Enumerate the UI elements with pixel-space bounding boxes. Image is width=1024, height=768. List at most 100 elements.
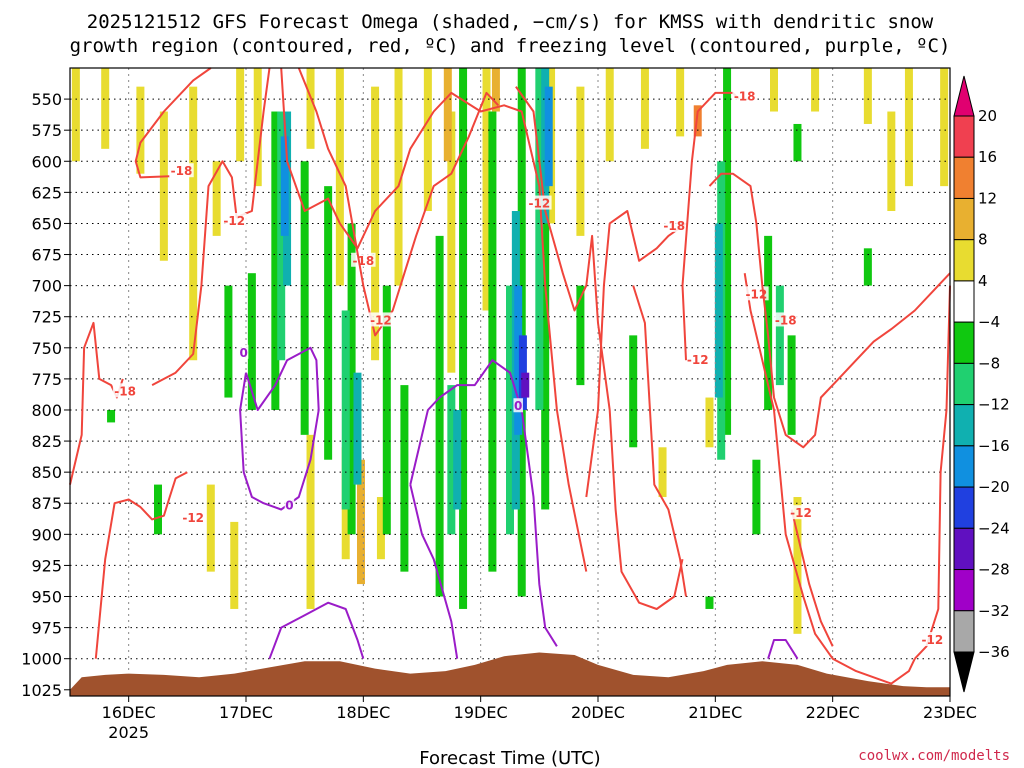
colorbar-label: −4 bbox=[978, 313, 1000, 331]
omega-region bbox=[775, 285, 784, 386]
dgz-contour-label: -12 bbox=[182, 511, 204, 525]
x-tick-label: 17DEC bbox=[219, 703, 273, 722]
omega-region bbox=[107, 409, 116, 423]
dgz-contour-label-bg bbox=[773, 312, 798, 327]
x-tick-label: 20DEC bbox=[571, 703, 625, 722]
x-tick-label: 23DEC bbox=[923, 703, 977, 722]
omega-region bbox=[723, 68, 732, 435]
y-tick-label: 750 bbox=[31, 339, 62, 358]
dgz-contour-label-bg bbox=[368, 312, 394, 327]
dgz-contour-line bbox=[515, 86, 684, 610]
dgz-contour-label: -12 bbox=[370, 313, 392, 327]
omega-region bbox=[705, 397, 714, 448]
dgz-contour-line bbox=[632, 285, 687, 597]
omega-region bbox=[300, 161, 309, 435]
y-tick-label: 575 bbox=[31, 121, 62, 140]
omega-region bbox=[693, 105, 702, 137]
y-tick-label: 625 bbox=[31, 183, 62, 202]
dgz-contour-label: -12 bbox=[746, 287, 768, 301]
y-tick-label: 850 bbox=[31, 463, 62, 482]
omega-region bbox=[371, 86, 380, 361]
x-tick-label: 21DEC bbox=[688, 703, 742, 722]
dgz-contour-label: -12 bbox=[922, 633, 944, 647]
omega-region bbox=[752, 459, 761, 535]
omega-region bbox=[940, 68, 949, 187]
colorbar-label: 12 bbox=[978, 189, 997, 207]
x-tick-label: 19DEC bbox=[454, 703, 508, 722]
dgz-contour-label-bg bbox=[180, 510, 206, 525]
dgz-contour-label-bg bbox=[527, 195, 552, 210]
dgz-contour-line bbox=[134, 67, 212, 179]
freezing-contour-label: 0 bbox=[285, 499, 293, 513]
plot-area: -18 -12 -18 -12 -18 -12 -12 -18 -12 -18 -12 -18 -12 -… bbox=[69, 67, 951, 697]
omega-region bbox=[236, 68, 245, 162]
omega-region bbox=[453, 409, 462, 510]
y-tick-label: 825 bbox=[31, 432, 62, 451]
omega-region bbox=[488, 111, 497, 572]
colorbar-label: −24 bbox=[978, 519, 1010, 537]
omega-region bbox=[541, 136, 550, 510]
colorbar-label: 8 bbox=[978, 231, 988, 249]
omega-region bbox=[714, 223, 723, 398]
dgz-contour-label: -18 bbox=[114, 384, 136, 398]
omega-region bbox=[459, 68, 468, 609]
y-tick-label: 950 bbox=[31, 588, 62, 607]
dgz-contour-label: -12 bbox=[790, 506, 812, 520]
y-tick-label: 1025 bbox=[21, 681, 62, 700]
colorbar-label: −8 bbox=[978, 354, 1000, 372]
omega-region bbox=[136, 86, 145, 174]
chart-title-line2: growth region (contoured, red, ºC) and f… bbox=[70, 35, 951, 57]
omega-region bbox=[514, 285, 523, 435]
y-tick-label: 900 bbox=[31, 525, 62, 544]
dgz-contour-label: -12 bbox=[687, 353, 709, 367]
dgz-contour-line bbox=[297, 67, 500, 337]
omega-region bbox=[247, 273, 256, 410]
omega-region bbox=[159, 111, 168, 261]
freezing-contour-label: 0 bbox=[239, 346, 247, 360]
colorbar-segment bbox=[953, 404, 975, 447]
y-tick-label: 1000 bbox=[21, 650, 62, 669]
omega-region bbox=[482, 68, 491, 311]
omega-region bbox=[576, 86, 585, 236]
colorbar-segment bbox=[953, 569, 975, 612]
colorbar-label: 16 bbox=[978, 148, 997, 166]
omega-region bbox=[423, 68, 432, 212]
omega-region bbox=[544, 86, 553, 187]
dgz-contour-label: -12 bbox=[223, 214, 245, 228]
omega-region bbox=[863, 68, 872, 124]
colorbar-segment bbox=[953, 156, 975, 199]
colorbar-segment bbox=[953, 239, 975, 282]
omega-region bbox=[71, 68, 80, 162]
dgz-contour-label-bg bbox=[732, 88, 757, 103]
omega-region bbox=[640, 68, 649, 149]
omega-region bbox=[787, 335, 796, 435]
omega-region bbox=[576, 285, 585, 386]
dgz-contour-label-bg bbox=[112, 383, 138, 398]
freezing-contour-label: 0 bbox=[514, 399, 522, 413]
omega-region bbox=[394, 68, 403, 286]
freezing-contours: 0 0 0 bbox=[238, 344, 799, 660]
dgz-contour-label: -18 bbox=[663, 219, 685, 233]
omega-region bbox=[212, 161, 221, 236]
dgz-contour-label-bg bbox=[222, 212, 247, 227]
omega-region bbox=[705, 596, 714, 609]
credit-text: coolwx.com/modelts bbox=[858, 748, 1010, 764]
freezing-contour-line bbox=[409, 484, 459, 659]
grid bbox=[70, 68, 951, 696]
freezing-contour-label-bg bbox=[238, 344, 249, 359]
x-tick-label: 16DEC bbox=[102, 703, 156, 722]
dgz-contour-label: -18 bbox=[734, 90, 756, 104]
colorbar-segment bbox=[953, 197, 975, 241]
omega-region bbox=[353, 372, 362, 485]
omega-region bbox=[863, 248, 872, 286]
omega-region bbox=[443, 68, 452, 162]
colorbar-segment bbox=[953, 280, 975, 323]
omega-region bbox=[271, 111, 280, 410]
dgz-contours: -18 -12 -18 -12 -18 -12 -12 -18 -12 -18 -12 -18 -12 -… bbox=[69, 67, 951, 685]
omega-region bbox=[356, 459, 365, 585]
omega-region bbox=[324, 186, 333, 460]
freezing-contour-label-bg bbox=[284, 497, 295, 512]
omega-region bbox=[253, 68, 262, 187]
omega-region bbox=[306, 434, 315, 609]
